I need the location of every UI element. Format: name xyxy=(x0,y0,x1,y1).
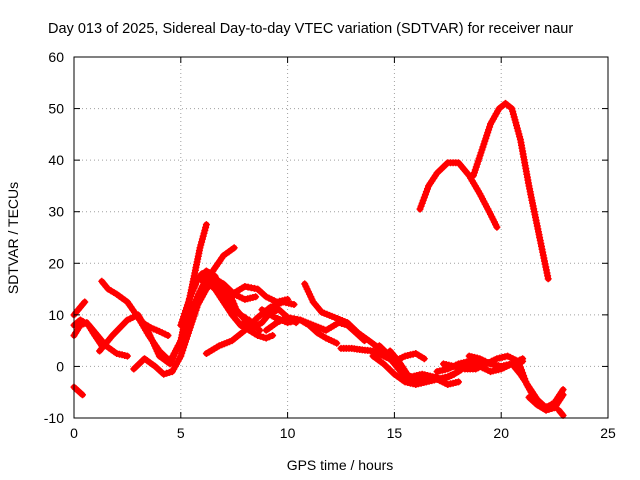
data-point xyxy=(269,332,277,339)
x-axis-label: GPS time / hours xyxy=(287,457,394,473)
series-arc-14 xyxy=(228,283,292,306)
x-tick-label: 0 xyxy=(70,425,78,441)
data-point xyxy=(164,332,172,339)
series-arc-22 xyxy=(386,347,411,378)
data-point xyxy=(81,298,89,306)
series-arc-28 xyxy=(416,159,501,231)
y-tick-label: 60 xyxy=(48,49,64,65)
series-arc-01 xyxy=(70,383,86,399)
chart-title: Day 013 of 2025, Sidereal Day-to-day VTE… xyxy=(48,21,573,37)
y-tick-label: 20 xyxy=(48,255,64,271)
data-point xyxy=(252,293,260,301)
data-point xyxy=(403,370,411,378)
data-point xyxy=(202,221,210,229)
plot-frame xyxy=(73,56,609,419)
y-tick-label: 50 xyxy=(48,101,64,117)
x-tick-label: 10 xyxy=(280,425,296,441)
x-tick-label: 5 xyxy=(177,425,185,441)
data-point xyxy=(455,378,462,386)
data-point xyxy=(333,339,341,347)
x-tick-label: 20 xyxy=(493,425,509,441)
y-axis-label: SDTVAR / TECUs xyxy=(5,182,21,294)
series-line xyxy=(470,100,552,282)
data-point xyxy=(290,301,298,308)
axis-ticks: 0 5 10 15 20 25 -10 0 10 20 30 40 50 60 xyxy=(44,49,616,441)
series-arc-29 xyxy=(469,99,552,283)
series-arc-02 xyxy=(70,298,89,319)
data-point xyxy=(230,244,238,252)
data-point xyxy=(79,391,86,399)
data-point xyxy=(284,295,292,303)
data-point xyxy=(493,223,501,231)
y-tick-label: 0 xyxy=(56,358,64,374)
series-arc-17 xyxy=(301,280,362,337)
data-point xyxy=(123,352,131,360)
series-arc-26 xyxy=(525,391,567,414)
y-tick-label: 30 xyxy=(48,204,64,220)
data-point xyxy=(256,326,264,334)
data-point xyxy=(262,334,270,342)
x-tick-label: 15 xyxy=(387,425,403,441)
y-tick-label: 10 xyxy=(48,307,64,323)
series-arc-08 xyxy=(138,319,172,339)
y-tick-label: -10 xyxy=(44,410,64,426)
data-point xyxy=(265,333,273,341)
series-line xyxy=(417,159,500,231)
y-tick-label: 40 xyxy=(48,152,64,168)
data-point xyxy=(544,275,552,283)
data-series xyxy=(70,99,567,419)
data-point xyxy=(420,355,428,363)
x-tick-label: 25 xyxy=(600,425,616,441)
series-arc-27 xyxy=(555,406,567,419)
data-point xyxy=(559,391,567,399)
